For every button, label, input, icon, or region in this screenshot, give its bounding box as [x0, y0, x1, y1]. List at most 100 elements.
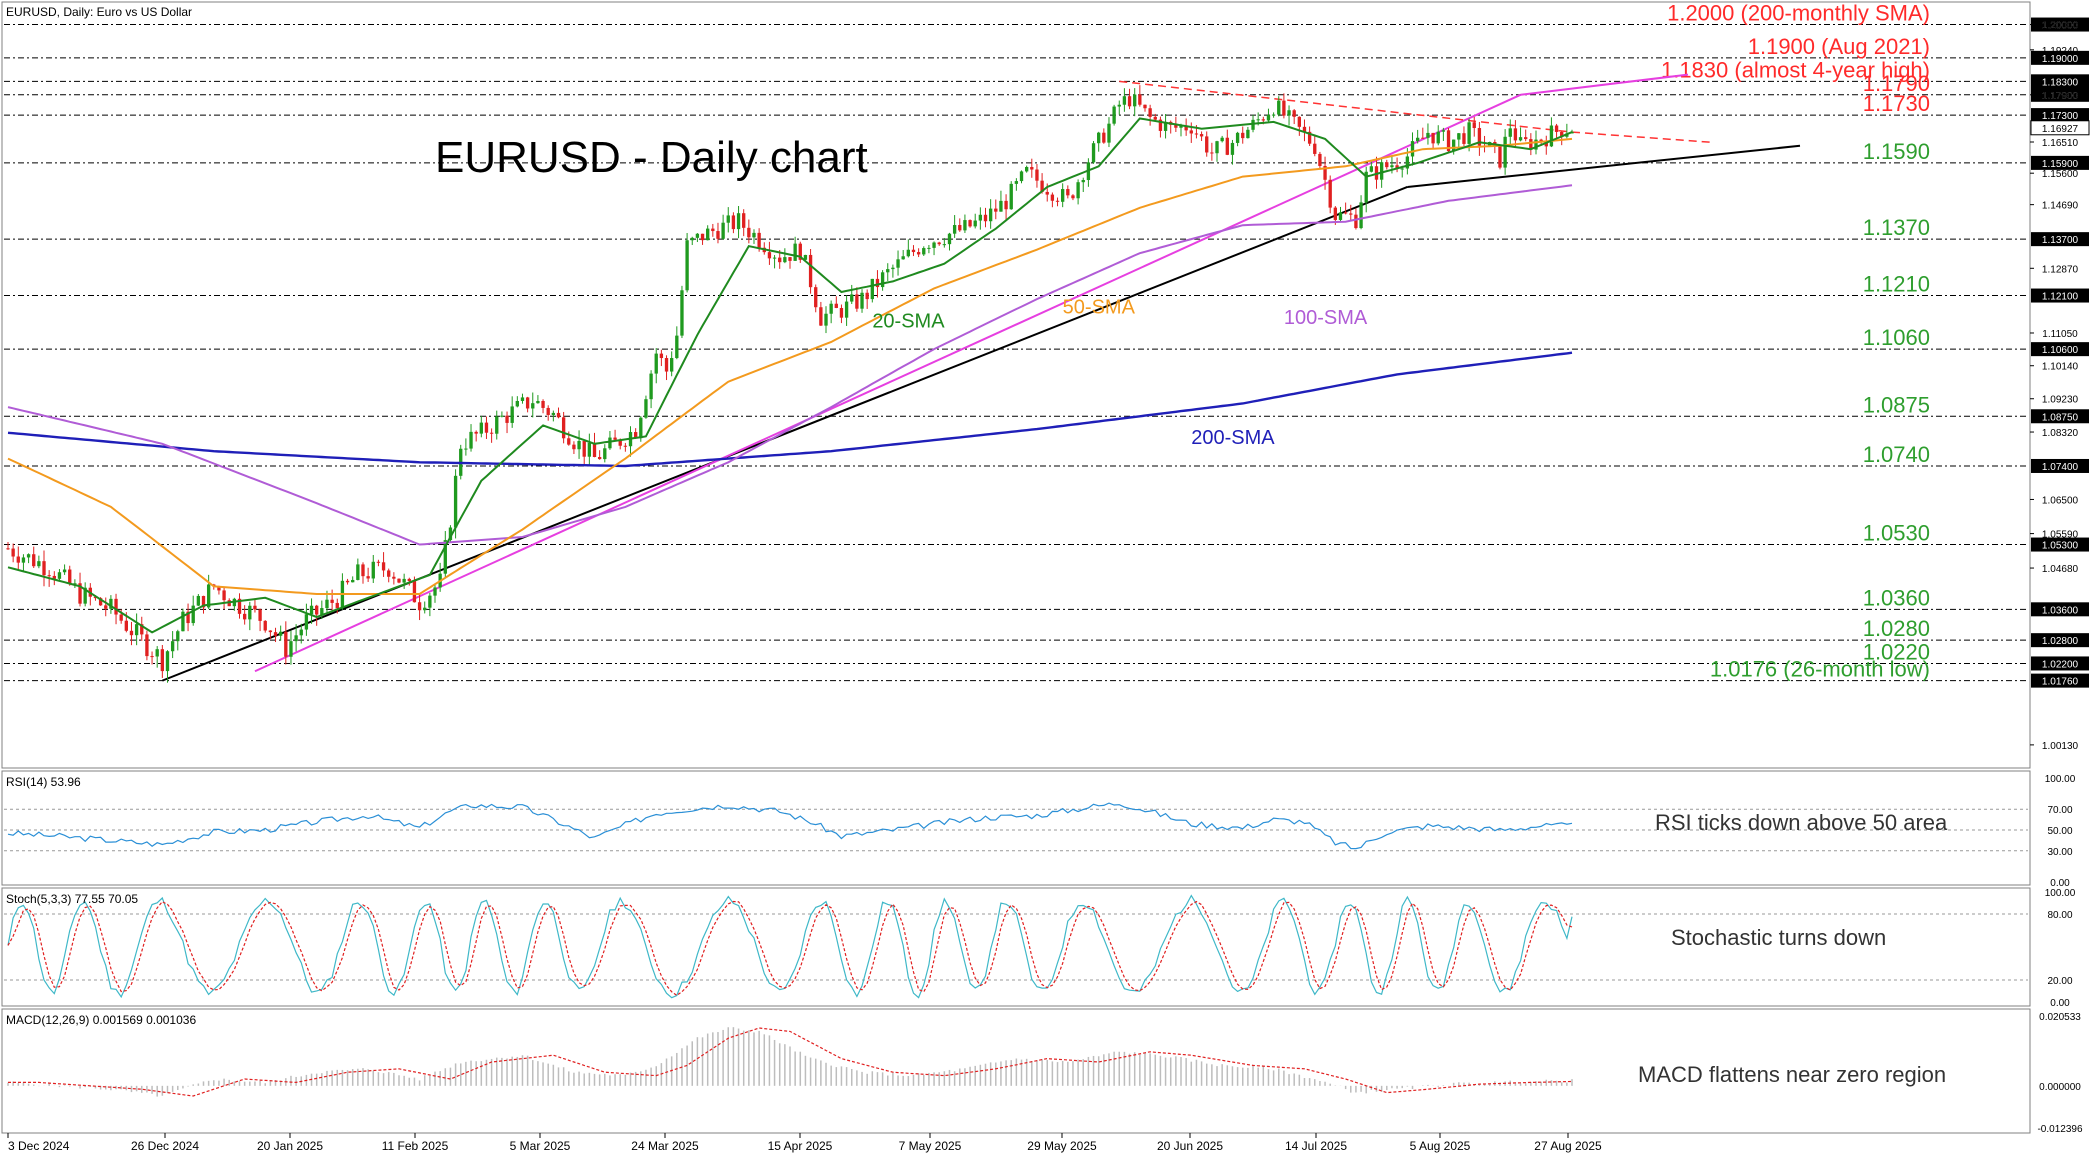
- candle-body: [1472, 122, 1476, 129]
- candle-body: [186, 611, 190, 624]
- candle-body: [695, 233, 700, 238]
- candle-body: [1035, 169, 1039, 181]
- sma100-line: [7, 184, 1573, 546]
- axis-tick-label: 1.08320: [2042, 428, 2079, 439]
- axis-tick-label: 1.10140: [2042, 362, 2079, 373]
- candle-body: [1446, 130, 1451, 152]
- moving-averages: 20-SMA 50-SMA 100-SMA 200-SMA: [7, 117, 1573, 634]
- candle-body: [1210, 152, 1214, 154]
- axis-level-box: [2031, 409, 2089, 424]
- axis-level-box: [2031, 673, 2089, 688]
- candle-body: [361, 564, 365, 577]
- axis-level-box: [2031, 108, 2089, 123]
- candle-body: [315, 605, 319, 615]
- candle-body: [1498, 145, 1502, 168]
- trendlines: [161, 73, 1801, 682]
- candle-body: [1050, 194, 1055, 201]
- candle-body: [268, 630, 273, 633]
- candle-body: [1513, 128, 1518, 141]
- candle-body: [1338, 212, 1343, 220]
- candle-body: [73, 583, 77, 585]
- candle-body: [510, 406, 514, 423]
- candle-body: [618, 439, 622, 446]
- axis-level-label: 1.17300: [2042, 111, 2079, 122]
- candle-body: [644, 399, 648, 418]
- macd-panel: 0.020533 0.000000 -0.012396: [7, 1012, 2083, 1135]
- candle-body: [505, 415, 509, 423]
- candle-body: [93, 596, 98, 599]
- candle-body: [1524, 137, 1528, 140]
- level-label: 1.0280: [1863, 616, 1930, 641]
- stoch-header: Stoch(5,3,3) 77.55 70.05: [6, 892, 138, 906]
- candle-body: [1112, 106, 1116, 124]
- candle-body: [1518, 137, 1523, 141]
- stoch-tick-label: 0.00: [2050, 998, 2070, 1009]
- candle-body: [1030, 167, 1034, 170]
- candle-body: [1040, 180, 1044, 192]
- candle-body: [855, 294, 859, 309]
- candle-body: [711, 228, 715, 232]
- axis-level-box: [2031, 155, 2089, 170]
- candle-body: [520, 397, 525, 401]
- sma20-line: [7, 117, 1573, 634]
- candle-body: [860, 292, 864, 309]
- candle-body: [217, 586, 221, 591]
- macd-panel-frame: [1, 1008, 2031, 1134]
- trendline: [161, 186, 1408, 682]
- candle-body: [963, 220, 967, 231]
- candle-body: [104, 605, 108, 609]
- candle-body: [834, 303, 838, 308]
- macd-tick-label: 0.000000: [2039, 1082, 2081, 1093]
- rsi-tick-label: 30.00: [2047, 847, 2072, 858]
- candle-body: [788, 257, 792, 261]
- candle-body: [1426, 132, 1430, 138]
- axis-level-box: [2031, 17, 2089, 32]
- candle-body: [978, 214, 983, 221]
- candle-body: [1554, 125, 1559, 132]
- candle-body: [68, 569, 72, 584]
- candle-body: [37, 561, 41, 567]
- candle-body: [1477, 128, 1482, 146]
- candle-body: [1071, 195, 1075, 199]
- candle-body: [1302, 126, 1307, 132]
- axis-level-box: [2031, 633, 2089, 648]
- axis-level-box: [2031, 232, 2089, 247]
- candle-body: [52, 575, 56, 579]
- candle-body: [284, 631, 288, 657]
- rsi-tick-label: 100.00: [2045, 774, 2076, 785]
- candle-body: [150, 656, 154, 658]
- candle-body: [289, 641, 293, 657]
- axis-tick-label: 1.12870: [2042, 264, 2079, 275]
- level-label: 1.1900 (Aug 2021): [1748, 34, 1930, 59]
- candle-body: [129, 630, 134, 636]
- level-label: 1.0530: [1863, 521, 1930, 546]
- axis-level-label: 1.02200: [2042, 659, 2079, 670]
- date-label: 14 Jul 2025: [1285, 1139, 1347, 1153]
- axis-tick-label: 1.06500: [2042, 495, 2079, 506]
- candle-body: [592, 442, 597, 458]
- candle-body: [613, 437, 617, 440]
- candle-body: [1189, 130, 1193, 134]
- candle-body: [1127, 96, 1132, 107]
- candle-body: [47, 575, 51, 577]
- candle-body: [1282, 100, 1286, 116]
- candle-body: [356, 564, 360, 580]
- candle-body: [721, 222, 725, 239]
- candle-body: [654, 353, 658, 374]
- symbol-header: EURUSD, Daily: Euro vs US Dollar: [6, 5, 192, 19]
- candle-body: [942, 244, 947, 246]
- candle-body: [387, 570, 391, 577]
- candle-body: [906, 249, 910, 257]
- candle-body: [196, 595, 201, 606]
- candle-body: [747, 227, 751, 238]
- date-label: 15 Apr 2025: [768, 1139, 833, 1153]
- candle-body: [752, 232, 756, 238]
- date-label: 3 Dec 2024: [8, 1139, 70, 1153]
- candle-body: [1343, 212, 1348, 214]
- candle-body: [587, 442, 592, 457]
- candle-body: [1313, 143, 1317, 154]
- candle-body: [1122, 96, 1127, 105]
- candle-body: [1076, 182, 1080, 199]
- candle-body: [32, 554, 36, 567]
- date-label: 5 Aug 2025: [1410, 1139, 1471, 1153]
